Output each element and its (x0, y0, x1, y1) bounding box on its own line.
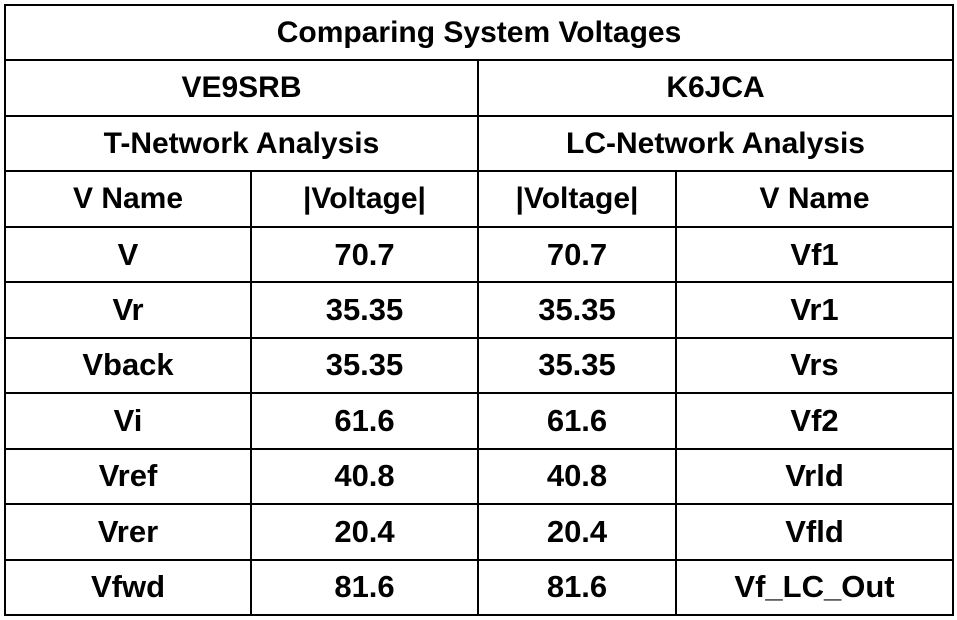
right-name-cell: Vf2 (674, 392, 955, 450)
table-row: V 70.7 70.7 Vf1 (4, 225, 955, 284)
left-voltage-cell: 70.7 (250, 225, 479, 284)
table-row: Vfwd 81.6 81.6 Vf_LC_Out (4, 558, 955, 617)
right-name-cell: Vfld (674, 503, 955, 561)
table-row: Vref 40.8 40.8 Vrld (4, 447, 955, 506)
left-voltage-cell: 20.4 (250, 503, 479, 561)
right-voltage-cell: 35.35 (477, 281, 677, 339)
right-source-header: K6JCA (476, 59, 955, 117)
right-voltage-cell: 81.6 (477, 558, 677, 617)
left-name-cell: Vrer (4, 503, 252, 561)
left-voltage-cell: 61.6 (250, 392, 479, 450)
left-voltage-cell: 81.6 (250, 558, 479, 617)
right-analysis-header: LC-Network Analysis (476, 114, 955, 173)
table-title: Comparing System Voltages (3, 3, 955, 62)
left-name-cell: Vback (4, 336, 252, 395)
left-name-cell: Vfwd (4, 558, 252, 617)
right-voltage-cell: 70.7 (477, 225, 677, 284)
left-source-header: VE9SRB (4, 59, 479, 117)
left-voltage-cell: 35.35 (250, 336, 479, 395)
table-row: Vr 35.35 35.35 Vr1 (4, 281, 955, 339)
right-name-column-header: V Name (674, 170, 955, 228)
left-voltage-cell: 35.35 (250, 281, 479, 339)
right-name-cell: Vf_LC_Out (674, 558, 955, 617)
left-voltage-cell: 40.8 (250, 447, 479, 506)
right-voltage-cell: 40.8 (477, 447, 677, 506)
left-voltage-column-header: |Voltage| (250, 170, 479, 228)
right-name-cell: Vr1 (674, 281, 955, 339)
right-name-cell: Vrs (674, 336, 955, 395)
right-voltage-cell: 35.35 (477, 336, 677, 395)
left-name-cell: V (4, 225, 252, 284)
right-voltage-cell: 20.4 (477, 503, 677, 561)
right-voltage-cell: 61.6 (477, 392, 677, 450)
table-row: Vrer 20.4 20.4 Vfld (4, 503, 955, 561)
left-name-column-header: V Name (4, 170, 252, 228)
left-name-cell: Vr (4, 281, 252, 339)
table-row: Vi 61.6 61.6 Vf2 (4, 392, 955, 450)
left-analysis-header: T-Network Analysis (4, 114, 479, 173)
right-name-cell: Vf1 (674, 225, 955, 284)
left-name-cell: Vi (4, 392, 252, 450)
right-voltage-column-header: |Voltage| (477, 170, 677, 228)
right-name-cell: Vrld (674, 447, 955, 506)
voltage-comparison-table: Comparing System Voltages VE9SRB K6JCA T… (3, 3, 955, 617)
table-row: Vback 35.35 35.35 Vrs (4, 336, 955, 395)
left-name-cell: Vref (4, 447, 252, 506)
